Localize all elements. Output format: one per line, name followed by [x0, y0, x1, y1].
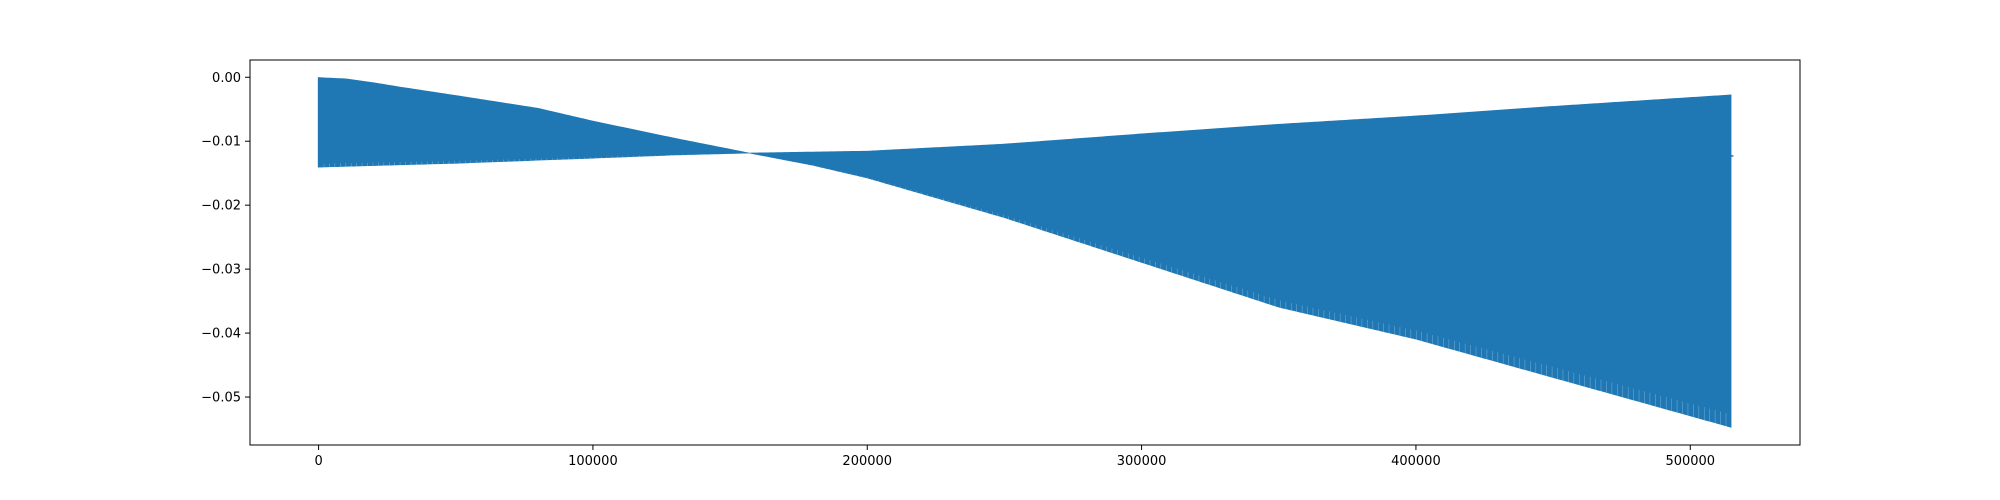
y-tick-label-2: −0.02	[201, 199, 241, 214]
y-tick-label-0: 0.00	[212, 71, 241, 86]
x-tick-label-3: 300000	[1117, 454, 1167, 469]
x-axis: 0 100000 200000 300000 400000 500000	[314, 445, 1715, 469]
y-tick-label-3: −0.03	[201, 263, 241, 278]
x-tick-label-2: 200000	[842, 454, 892, 469]
x-tick-label-5: 500000	[1665, 454, 1715, 469]
x-tick-label-4: 400000	[1391, 454, 1441, 469]
series-0-band	[318, 77, 1732, 428]
x-tick-label-0: 0	[314, 454, 322, 469]
y-tick-label-1: −0.01	[201, 135, 241, 150]
x-tick-label-1: 100000	[568, 454, 618, 469]
series-layer	[317, 77, 1734, 428]
y-tick-label-4: −0.04	[201, 327, 241, 342]
y-tick-label-5: −0.05	[201, 391, 241, 406]
y-axis: 0.00 −0.01 −0.02 −0.03 −0.04 −0.05	[201, 71, 250, 406]
plot-frame	[249, 59, 1801, 446]
